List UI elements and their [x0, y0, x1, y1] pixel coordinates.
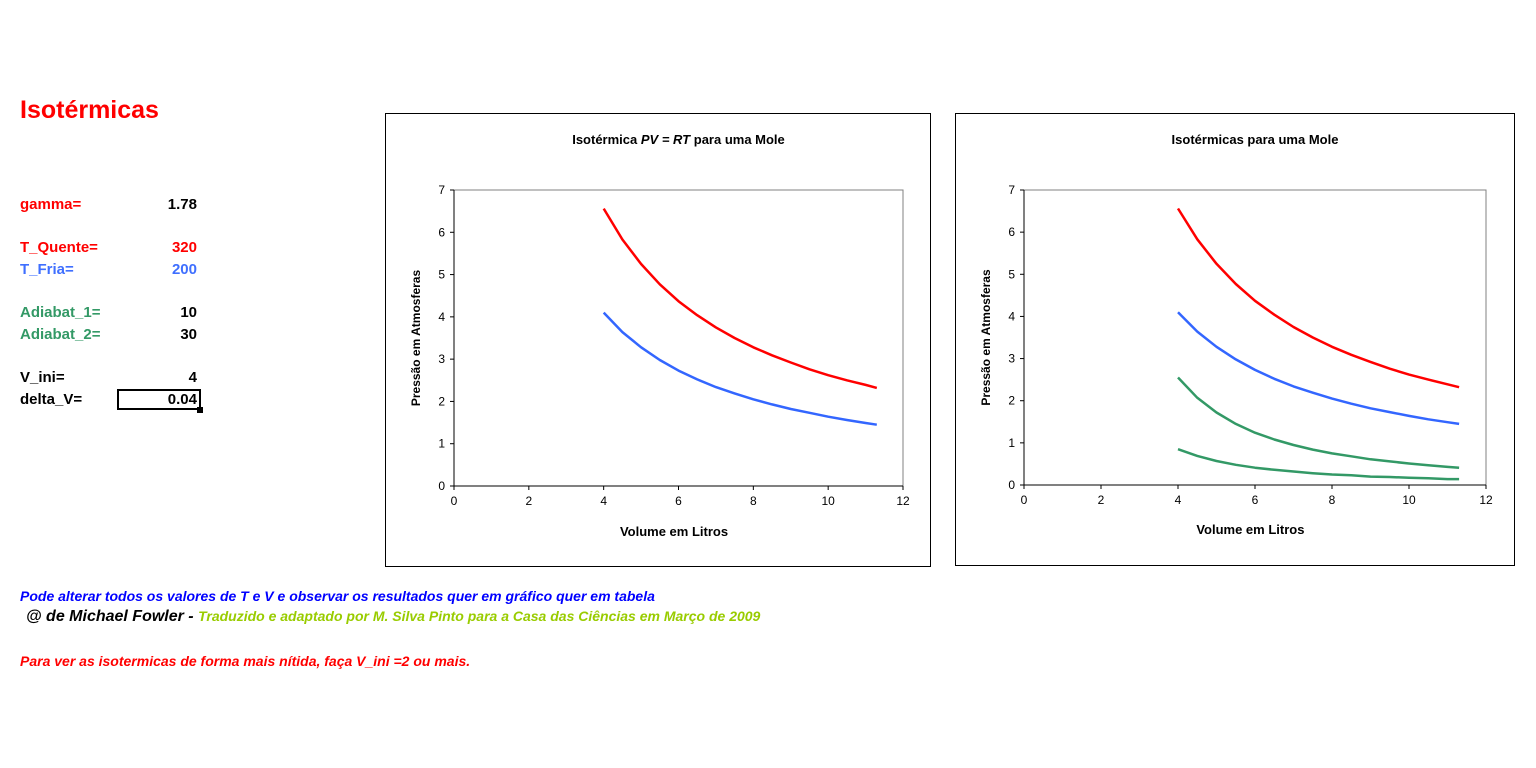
y-tick-label: 0 [438, 479, 445, 493]
t-quente-label: T_Quente= [20, 239, 98, 256]
note-instructions: Pode alterar todos os valores de T e V e… [20, 588, 655, 604]
x-tick-label: 4 [600, 494, 607, 508]
plot-area [1023, 189, 1487, 486]
note-tip: Para ver as isotermicas de forma mais ní… [20, 653, 471, 669]
chart-isotermicas-frame[interactable]: Isotérmicas para uma Mole 0 1 2 3 4 5 6 7 0 2 4 6 8 10… [955, 113, 1515, 566]
y-tick-label: 2 [1008, 394, 1015, 408]
x-tick-label: 10 [1402, 493, 1416, 507]
credit-separator: - [183, 608, 199, 625]
x-tick-label: 2 [525, 494, 532, 508]
deltav-label: delta_V= [20, 391, 83, 408]
adiabat1-value-cell[interactable]: 10 [180, 304, 197, 321]
y-tick-label: 3 [1008, 352, 1015, 366]
y-tick-label: 0 [1008, 478, 1015, 492]
x-tick-label: 8 [1329, 493, 1336, 507]
adiabat1-label: Adiabat_1= [20, 304, 101, 321]
author-text: @ de Michael Fowler [26, 608, 184, 625]
x-axis-label: Volume em Litros [620, 524, 728, 539]
x-tick-label: 12 [1479, 493, 1493, 507]
t-quente-value-cell[interactable]: 320 [171, 239, 197, 256]
chart-title: Isotérmicas para uma Mole [1172, 132, 1339, 147]
series-line-3 [1177, 448, 1460, 481]
x-tick-label: 2 [1098, 493, 1105, 507]
gamma-value-cell[interactable]: 1.78 [167, 196, 197, 213]
adiabat2-value-cell[interactable]: 30 [180, 326, 197, 343]
x-tick-label: 6 [1252, 493, 1259, 507]
y-tick-label: 7 [438, 183, 445, 197]
note-credits: @ de Michael Fowler - Traduzido e adapta… [26, 608, 760, 626]
y-tick-label: 7 [1008, 183, 1015, 197]
translation-credit: Traduzido e adaptado por M. Silva Pinto … [198, 608, 761, 624]
chart-title: Isotérmica PV = RT para uma Mole [572, 132, 785, 147]
selected-cell-border[interactable] [117, 389, 201, 410]
series-line-2 [1177, 376, 1460, 469]
y-tick-label: 1 [438, 437, 445, 451]
page-title: Isotérmicas [20, 96, 159, 124]
x-tick-label: 8 [750, 494, 757, 508]
y-tick-label: 4 [1008, 309, 1015, 323]
series-line-1 [602, 311, 877, 426]
x-tick-label: 10 [821, 494, 835, 508]
y-tick-label: 6 [1008, 225, 1015, 239]
gamma-label: gamma= [20, 196, 82, 213]
x-tick-label: 0 [1021, 493, 1028, 507]
y-tick-label: 2 [438, 394, 445, 408]
x-axis-label: Volume em Litros [1196, 522, 1304, 537]
x-tick-label: 4 [1175, 493, 1182, 507]
chart-isotermica-frame[interactable]: Isotérmica PV = RT para uma Mole 0 1 2 3 4 5 6 7… [385, 113, 931, 567]
plot-area [453, 189, 904, 487]
chart-isotermica: Isotérmica PV = RT para uma Mole01234567… [409, 132, 910, 539]
y-tick-label: 3 [438, 352, 445, 366]
series-line-0 [1176, 207, 1460, 389]
x-tick-label: 12 [896, 494, 910, 508]
x-tick-label: 6 [675, 494, 682, 508]
y-tick-label: 6 [438, 225, 445, 239]
y-tick-label: 5 [438, 268, 445, 282]
y-tick-label: 5 [1008, 267, 1015, 281]
series-line-1 [1177, 311, 1460, 426]
y-axis-label: Pressão em Atmosferas [979, 269, 993, 406]
t-fria-label: T_Fria= [20, 261, 74, 278]
y-tick-label: 1 [1008, 436, 1015, 450]
x-tick-label: 0 [451, 494, 458, 508]
vini-value-cell[interactable]: 4 [188, 369, 197, 386]
vini-label: V_ini= [20, 369, 65, 386]
adiabat2-label: Adiabat_2= [20, 326, 101, 343]
deltav-value-cell[interactable]: 0.04 [167, 391, 197, 408]
series-line-0 [602, 207, 878, 390]
t-fria-value-cell[interactable]: 200 [171, 261, 197, 278]
y-tick-label: 4 [438, 310, 445, 324]
y-axis-label: Pressão em Atmosferas [409, 270, 423, 407]
fill-handle[interactable] [197, 407, 203, 413]
